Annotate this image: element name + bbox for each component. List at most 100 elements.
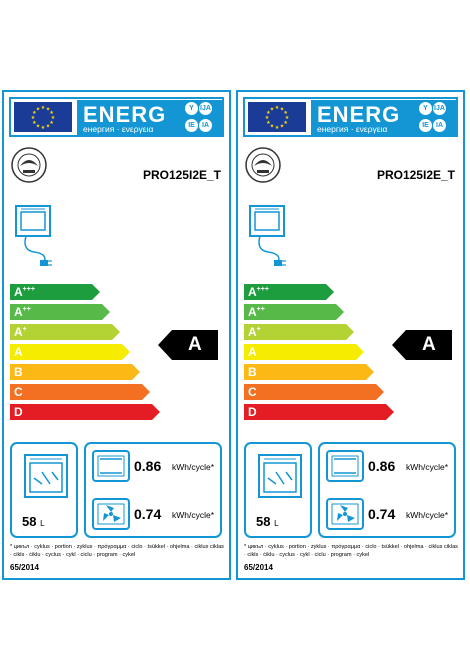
label-header: ★ ★ ★ ★ ★ ★ ★ ★ ★ ★ ★ ★ ENERG енергия · ενεργεια Y IJA I… xyxy=(9,97,224,137)
energy-consumption-value: 0.74 xyxy=(368,506,396,522)
eu-flag-icon: ★ ★ ★ ★ ★ ★ ★ ★ ★ ★ ★ ★ xyxy=(14,102,72,132)
conventional-oven-icon xyxy=(92,450,130,482)
svg-text:★: ★ xyxy=(283,110,288,116)
energy-banner: ENERG енергия · ενεργεια Y IJA IE IA xyxy=(311,100,456,136)
rating-letter: A xyxy=(188,334,202,355)
efficiency-class-bar: A++ xyxy=(10,304,110,320)
bertazzoni-logo-icon xyxy=(244,146,282,184)
svg-text:★: ★ xyxy=(270,106,275,112)
class-plus: + xyxy=(22,326,27,333)
oven-volume: 58 L xyxy=(256,514,279,529)
svg-text:★: ★ xyxy=(36,124,41,130)
class-plus: +++ xyxy=(22,286,35,293)
class-letter: A xyxy=(248,305,257,319)
language-suffix-badge: IE xyxy=(419,119,432,132)
energy-consumption-value: 0.86 xyxy=(134,458,162,474)
efficiency-class-bar: D xyxy=(244,404,394,420)
svg-text:★: ★ xyxy=(46,106,51,112)
energy-consumption-unit: kWh/cycle* xyxy=(406,462,449,472)
svg-text:★: ★ xyxy=(51,115,56,121)
model-number: PRO125I2E_T xyxy=(142,168,221,182)
svg-text:★: ★ xyxy=(275,105,280,111)
class-plus: + xyxy=(256,326,261,333)
efficiency-class-bar: A xyxy=(244,344,364,360)
efficiency-class-bar: A++ xyxy=(244,304,344,320)
energy-consumption-value: 0.74 xyxy=(134,506,162,522)
fan-oven-icon xyxy=(326,498,364,530)
energy-consumption-value: 0.86 xyxy=(368,458,396,474)
oven-cavity-icon xyxy=(24,454,68,509)
class-letter: A xyxy=(14,345,23,359)
consumption-box: 0.86 kWh/cycle* 0.74 kWh/cycle* xyxy=(318,442,456,538)
eu-flag-icon: ★ ★ ★ ★ ★ ★ ★ ★ ★ ★ ★ ★ xyxy=(248,102,306,132)
efficiency-class-bar: A+++ xyxy=(10,284,100,300)
consumption-box: 0.86 kWh/cycle* 0.74 kWh/cycle* xyxy=(84,442,222,538)
svg-text:★: ★ xyxy=(283,120,288,126)
volume-unit: L xyxy=(40,519,45,528)
regulation-number: 65/2014 xyxy=(10,563,39,572)
volume-box: 58 L xyxy=(244,442,312,538)
efficiency-class-bar: A+ xyxy=(10,324,120,340)
svg-text:★: ★ xyxy=(49,110,54,116)
svg-text:★: ★ xyxy=(31,115,36,121)
energy-label-2: ★ ★ ★ ★ ★ ★ ★ ★ ★ ★ ★ ★ ENERG енергия · ενεργεια Y IJA I… xyxy=(236,90,465,580)
class-plus: +++ xyxy=(256,286,269,293)
consumption-row: 0.74 kWh/cycle* xyxy=(92,498,218,538)
volume-value: 58 xyxy=(22,514,37,529)
rating-arrow: A xyxy=(392,330,452,360)
class-letter: C xyxy=(248,385,257,399)
efficiency-class-bar: A+ xyxy=(244,324,354,340)
energy-banner: ENERG енергия · ενεργεια Y IJA IE IA xyxy=(77,100,222,136)
language-suffix-badge: IJA xyxy=(199,102,212,115)
class-letter: A xyxy=(14,325,23,339)
efficiency-class-bar: D xyxy=(10,404,160,420)
rating-letter: A xyxy=(422,334,436,355)
svg-text:★: ★ xyxy=(41,125,46,131)
cycle-footnote: * цикъл · cyklus · portion · zyklus · πρ… xyxy=(10,544,224,558)
efficiency-class-bar: A xyxy=(10,344,130,360)
energy-consumption-unit: kWh/cycle* xyxy=(172,462,215,472)
class-plus: ++ xyxy=(22,306,31,313)
svg-text:★: ★ xyxy=(32,120,37,126)
class-letter: D xyxy=(248,405,257,419)
class-letter: C xyxy=(14,385,23,399)
class-letter: A xyxy=(248,285,257,299)
class-plus: ++ xyxy=(256,306,265,313)
svg-text:★: ★ xyxy=(36,106,41,112)
language-suffix-badge: Y xyxy=(185,102,198,115)
conventional-oven-icon xyxy=(326,450,364,482)
svg-text:★: ★ xyxy=(266,110,271,116)
efficiency-class-bar: B xyxy=(10,364,140,380)
svg-text:★: ★ xyxy=(265,115,270,121)
class-letter: B xyxy=(14,365,23,379)
energy-consumption-unit: kWh/cycle* xyxy=(406,510,449,520)
class-letter: D xyxy=(14,405,23,419)
regulation-number: 65/2014 xyxy=(244,563,273,572)
oven-appliance-icon xyxy=(14,204,54,270)
energy-languages: енергия · ενεργεια xyxy=(83,124,154,134)
class-letter: A xyxy=(248,345,257,359)
energy-languages: енергия · ενεργεια xyxy=(317,124,388,134)
svg-text:★: ★ xyxy=(49,120,54,126)
svg-text:★: ★ xyxy=(32,110,37,116)
svg-text:★: ★ xyxy=(46,124,51,130)
svg-text:★: ★ xyxy=(41,105,46,111)
language-suffix-badge: IA xyxy=(199,119,212,132)
efficiency-class-bar: B xyxy=(244,364,374,380)
oven-cavity-icon xyxy=(258,454,302,509)
svg-text:★: ★ xyxy=(266,120,271,126)
efficiency-class-bar: C xyxy=(10,384,150,400)
efficiency-class-bar: A+++ xyxy=(244,284,334,300)
energy-consumption-unit: kWh/cycle* xyxy=(172,510,215,520)
oven-volume: 58 L xyxy=(22,514,45,529)
class-letter: A xyxy=(14,305,23,319)
class-letter: A xyxy=(248,325,257,339)
svg-text:★: ★ xyxy=(275,125,280,131)
volume-unit: L xyxy=(274,519,279,528)
label-header: ★ ★ ★ ★ ★ ★ ★ ★ ★ ★ ★ ★ ENERG енергия · ενεργεια Y IJA I… xyxy=(243,97,458,137)
language-suffix-badge: IE xyxy=(185,119,198,132)
class-letter: B xyxy=(248,365,257,379)
consumption-row: 0.74 kWh/cycle* xyxy=(326,498,452,538)
svg-text:★: ★ xyxy=(280,106,285,112)
energy-word: ENERG xyxy=(83,102,167,127)
